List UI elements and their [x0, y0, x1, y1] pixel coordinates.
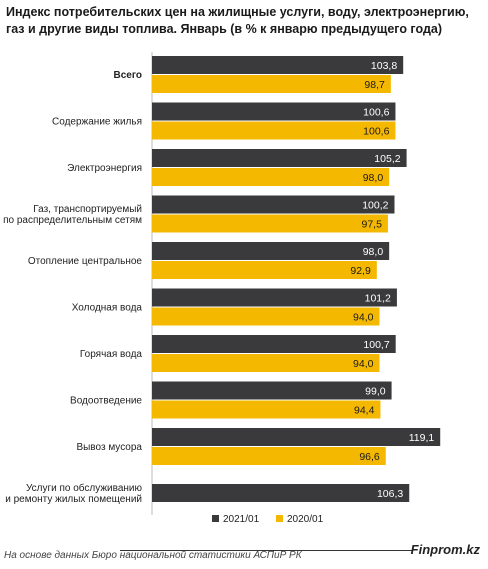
bar-value-label-2021: 98,0 — [363, 246, 384, 258]
bar-value-label-2020: 94,0 — [353, 312, 374, 324]
footer: На основе данных Бюро национальной стати… — [0, 541, 488, 569]
bar-2020 — [152, 121, 396, 140]
category-label: Вывоз мусора — [76, 442, 142, 453]
bar-2020 — [152, 75, 391, 93]
bar-2021 — [152, 428, 441, 446]
bar-value-label-2021: 101,2 — [365, 293, 391, 305]
category-label: Водоотведение — [70, 396, 142, 407]
legend-swatch — [212, 515, 219, 522]
legend-swatch — [276, 515, 283, 522]
bar-value-label-2020: 94,0 — [353, 358, 374, 370]
bar-2020 — [152, 307, 380, 326]
category-label: Всего — [114, 70, 143, 81]
bar-2020 — [152, 354, 380, 372]
legend-label: 2020/01 — [287, 514, 324, 525]
bar-value-label-2020: 100,6 — [363, 126, 389, 138]
footer-divider — [120, 550, 412, 551]
brand-logo: Finprom.kz — [410, 542, 480, 557]
bar-value-label-2021: 106,3 — [377, 488, 403, 500]
bar-2021 — [152, 242, 390, 260]
bar-2021 — [152, 335, 396, 353]
bar-value-label-2021: 99,0 — [365, 386, 386, 398]
category-label: Содержание жилья — [52, 117, 142, 128]
bar-2020 — [152, 168, 390, 186]
bar-value-label-2021: 100,6 — [363, 107, 389, 119]
bar-value-label-2020: 97,5 — [362, 219, 383, 231]
chart-title: Индекс потребительских цен на жилищные у… — [6, 5, 469, 36]
bar-2021 — [152, 149, 407, 167]
bar-2021 — [152, 102, 396, 121]
bar-2021 — [152, 56, 404, 74]
bar-value-label-2020: 98,7 — [364, 79, 385, 91]
legend-label: 2021/01 — [223, 514, 260, 525]
bar-value-label-2021: 100,2 — [362, 200, 388, 212]
bar-value-label-2021: 100,7 — [363, 339, 389, 351]
category-label: Электроэнергия — [67, 163, 142, 174]
bar-value-label-2021: 103,8 — [371, 60, 397, 72]
category-label: Отопление центральное — [28, 256, 143, 267]
source-note: На основе данных Бюро национальной стати… — [4, 550, 302, 561]
bar-chart: Всего 103,8 98,7 Содержание жилья 100,6 100,6… — [3, 52, 441, 525]
bar-2020 — [152, 400, 381, 419]
bar-2020 — [152, 214, 388, 233]
category-label: Услуги по обслуживанию и ремонту жилых по… — [5, 482, 142, 505]
bar-2021 — [152, 381, 392, 400]
bar-2020 — [152, 447, 386, 465]
bar-2020 — [152, 261, 377, 279]
bar-value-label-2020: 94,4 — [354, 405, 375, 417]
category-label: Горячая вода — [80, 349, 143, 360]
bar-value-label-2020: 96,6 — [359, 451, 380, 463]
bar-2021 — [152, 288, 397, 307]
bar-value-label-2020: 92,9 — [350, 265, 371, 277]
bar-value-label-2021: 105,2 — [374, 153, 400, 165]
category-label: Холодная вода — [72, 303, 143, 314]
category-label: Газ, транспортируемый по распределительны… — [3, 204, 142, 226]
bar-2021 — [152, 195, 395, 214]
bar-2021 — [152, 484, 410, 502]
bar-value-label-2021: 119,1 — [409, 432, 435, 444]
bar-value-label-2020: 98,0 — [363, 172, 384, 184]
